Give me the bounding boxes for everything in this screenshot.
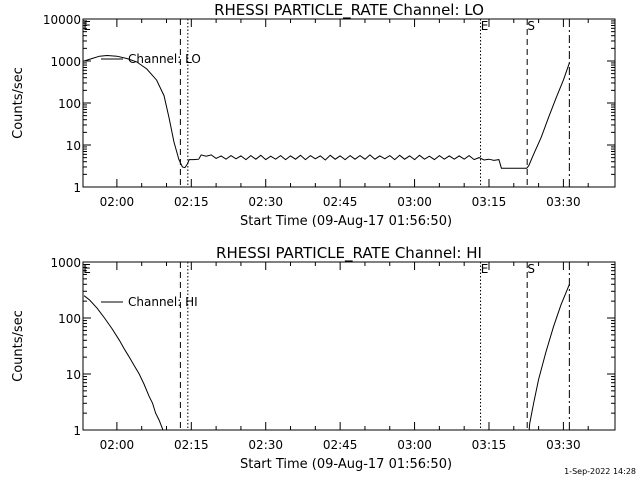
- x-tick-label: 03:15: [472, 438, 507, 452]
- chart-title: RHESSI PARTICLE_RATE Channel: LO: [214, 1, 484, 20]
- x-tick-label: 03:30: [546, 438, 581, 452]
- x-tick-label: 02:45: [323, 438, 358, 452]
- x-tick-label: 02:30: [248, 195, 283, 209]
- y-tick-label: 10: [66, 139, 81, 153]
- x-axis-label: Start Time (09-Aug-17 01:56:50): [240, 214, 452, 229]
- y-tick-label: 100: [58, 97, 81, 111]
- plot-frame: [82, 261, 616, 431]
- y-tick-label: 1000: [50, 256, 81, 270]
- legend-label: Channel: HI: [128, 295, 198, 309]
- series-line: [83, 54, 570, 169]
- x-axis-label: Start Time (09-Aug-17 01:56:50): [240, 457, 452, 472]
- marker-label: E: [481, 262, 489, 276]
- x-tick-label: 02:30: [248, 438, 283, 452]
- x-tick-label: 03:00: [397, 438, 432, 452]
- series-line: [83, 295, 164, 430]
- y-tick-label: 100: [58, 312, 81, 326]
- series-line: [528, 284, 570, 430]
- x-tick-label: 02:15: [174, 438, 209, 452]
- panel-lo: RHESSI PARTICLE_RATE Channel: LO Counts/s…: [11, 1, 616, 229]
- marker-label: E: [83, 262, 91, 276]
- footer-timestamp: 1-Sep-2022 14:28: [564, 467, 636, 476]
- legend-label: Channel: LO: [128, 52, 201, 66]
- y-tick-label: 10000: [43, 13, 81, 27]
- x-tick-label: 02:00: [100, 195, 135, 209]
- chart-title: RHESSI PARTICLE_RATE Channel: HI: [216, 244, 482, 263]
- y-tick-label: 1: [73, 424, 81, 438]
- y-tick-label: 10: [66, 368, 81, 382]
- y-axis-label: Counts/sec: [11, 310, 26, 382]
- y-axis-label: Counts/sec: [11, 67, 26, 139]
- x-tick-label: 03:15: [472, 195, 507, 209]
- panel-hi: RHESSI PARTICLE_RATE Channel: HI Counts/s…: [11, 244, 616, 472]
- y-tick-label: 1: [73, 181, 81, 195]
- x-tick-label: 02:00: [100, 438, 135, 452]
- marker-label: S: [527, 262, 535, 276]
- y-tick-label: 1000: [50, 55, 81, 69]
- plot-frame: [82, 18, 616, 188]
- marker-label: S: [527, 19, 535, 33]
- x-tick-label: 03:00: [397, 195, 432, 209]
- marker-label: E: [481, 19, 489, 33]
- x-tick-label: 02:45: [323, 195, 358, 209]
- x-tick-label: 02:15: [174, 195, 209, 209]
- x-tick-label: 03:30: [546, 195, 581, 209]
